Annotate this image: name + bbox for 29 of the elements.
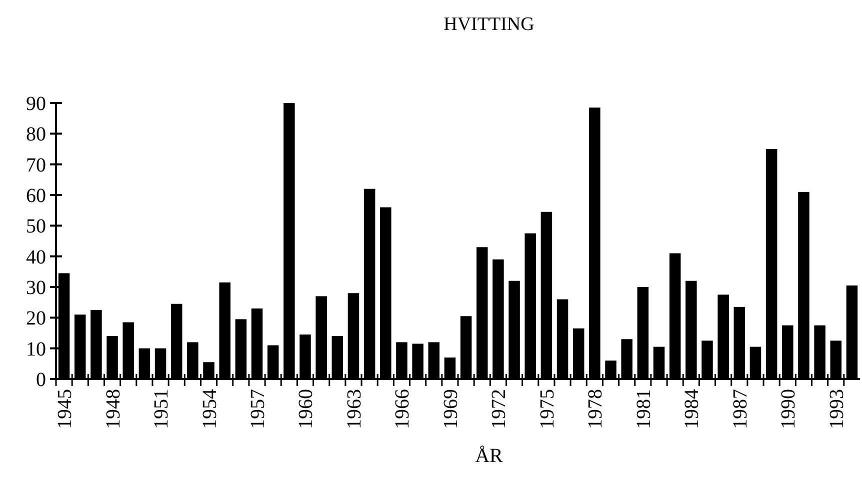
x-tick-label: 1963 (343, 389, 366, 429)
y-tick-label: 90 (26, 93, 46, 115)
y-tick-label: 50 (26, 216, 46, 238)
x-tick-label: 1993 (826, 389, 848, 429)
y-tick-label: 0 (36, 369, 46, 391)
y-tick-label: 70 (26, 154, 46, 176)
x-tick-label: 1951 (150, 389, 173, 429)
x-tick-label: 1960 (295, 389, 318, 429)
x-tick-label: 1975 (536, 389, 558, 429)
y-tick-label: 10 (26, 338, 46, 360)
x-tick-label: 1969 (440, 389, 462, 429)
y-tick-label: 30 (26, 277, 46, 299)
x-tick-label: 1978 (584, 389, 607, 429)
x-tick-label: 1981 (632, 389, 655, 429)
x-tick-label: 1972 (488, 389, 510, 429)
x-tick-label: 1954 (198, 389, 221, 429)
x-tick-label: 1957 (247, 389, 269, 429)
y-tick-label: 40 (26, 246, 46, 268)
y-tick-label: 60 (26, 185, 46, 207)
x-tick-label: 1984 (681, 389, 704, 429)
x-tick-label: 1966 (392, 389, 414, 429)
y-tick-label: 20 (26, 308, 46, 330)
x-tick-label: 1945 (54, 389, 76, 429)
x-axis-title: ÅR (475, 445, 504, 467)
chart-title: HVITTING (444, 14, 535, 35)
x-tick-label: 1948 (102, 389, 124, 429)
x-tick-label: 1990 (778, 389, 800, 429)
x-tick-label: 1987 (729, 389, 752, 429)
y-tick-label: 80 (26, 124, 46, 146)
